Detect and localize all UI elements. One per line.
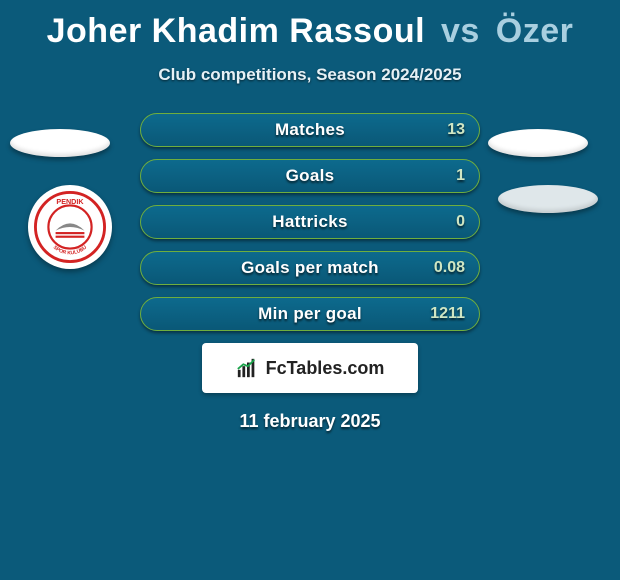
player1-club-badge: PENDIK SPOR KULÜBÜ <box>28 185 112 269</box>
stat-value: 13 <box>447 121 465 139</box>
player1-disc-icon <box>10 129 110 157</box>
vs-separator: vs <box>441 12 480 50</box>
stat-label: Min per goal <box>258 304 362 324</box>
stat-label: Goals per match <box>241 258 379 278</box>
stat-bar-goals: Goals 1 <box>140 159 480 193</box>
stat-bar-goals-per-match: Goals per match 0.08 <box>140 251 480 285</box>
player2-disc-icon <box>488 129 588 157</box>
player2-name: Özer <box>496 12 574 50</box>
stat-bar-matches: Matches 13 <box>140 113 480 147</box>
subtitle: Club competitions, Season 2024/2025 <box>0 65 620 85</box>
player2-club-disc-icon <box>498 185 598 213</box>
comparison-title: Joher Khadim Rassoul vs Özer <box>0 0 620 51</box>
stat-bar-min-per-goal: Min per goal 1211 <box>140 297 480 331</box>
stat-label: Hattricks <box>272 212 347 232</box>
barchart-icon <box>236 357 258 379</box>
stat-label: Goals <box>286 166 335 186</box>
svg-text:PENDIK: PENDIK <box>56 197 84 206</box>
stat-value: 0.08 <box>434 259 465 277</box>
stat-bar-hattricks: Hattricks 0 <box>140 205 480 239</box>
stat-value: 1211 <box>430 305 465 323</box>
stat-label: Matches <box>275 120 345 140</box>
stats-stage: PENDIK SPOR KULÜBÜ Matches 13 Goals 1 Ha… <box>0 113 620 432</box>
brand-box: FcTables.com <box>202 343 418 393</box>
pendik-badge-icon: PENDIK SPOR KULÜBÜ <box>34 191 106 263</box>
stat-value: 0 <box>456 213 465 231</box>
player1-name: Joher Khadim Rassoul <box>47 12 425 50</box>
date-stamp: 11 february 2025 <box>0 411 620 432</box>
brand-text: FcTables.com <box>266 358 385 379</box>
stats-bars: Matches 13 Goals 1 Hattricks 0 Goals per… <box>140 113 480 331</box>
stat-value: 1 <box>456 167 465 185</box>
